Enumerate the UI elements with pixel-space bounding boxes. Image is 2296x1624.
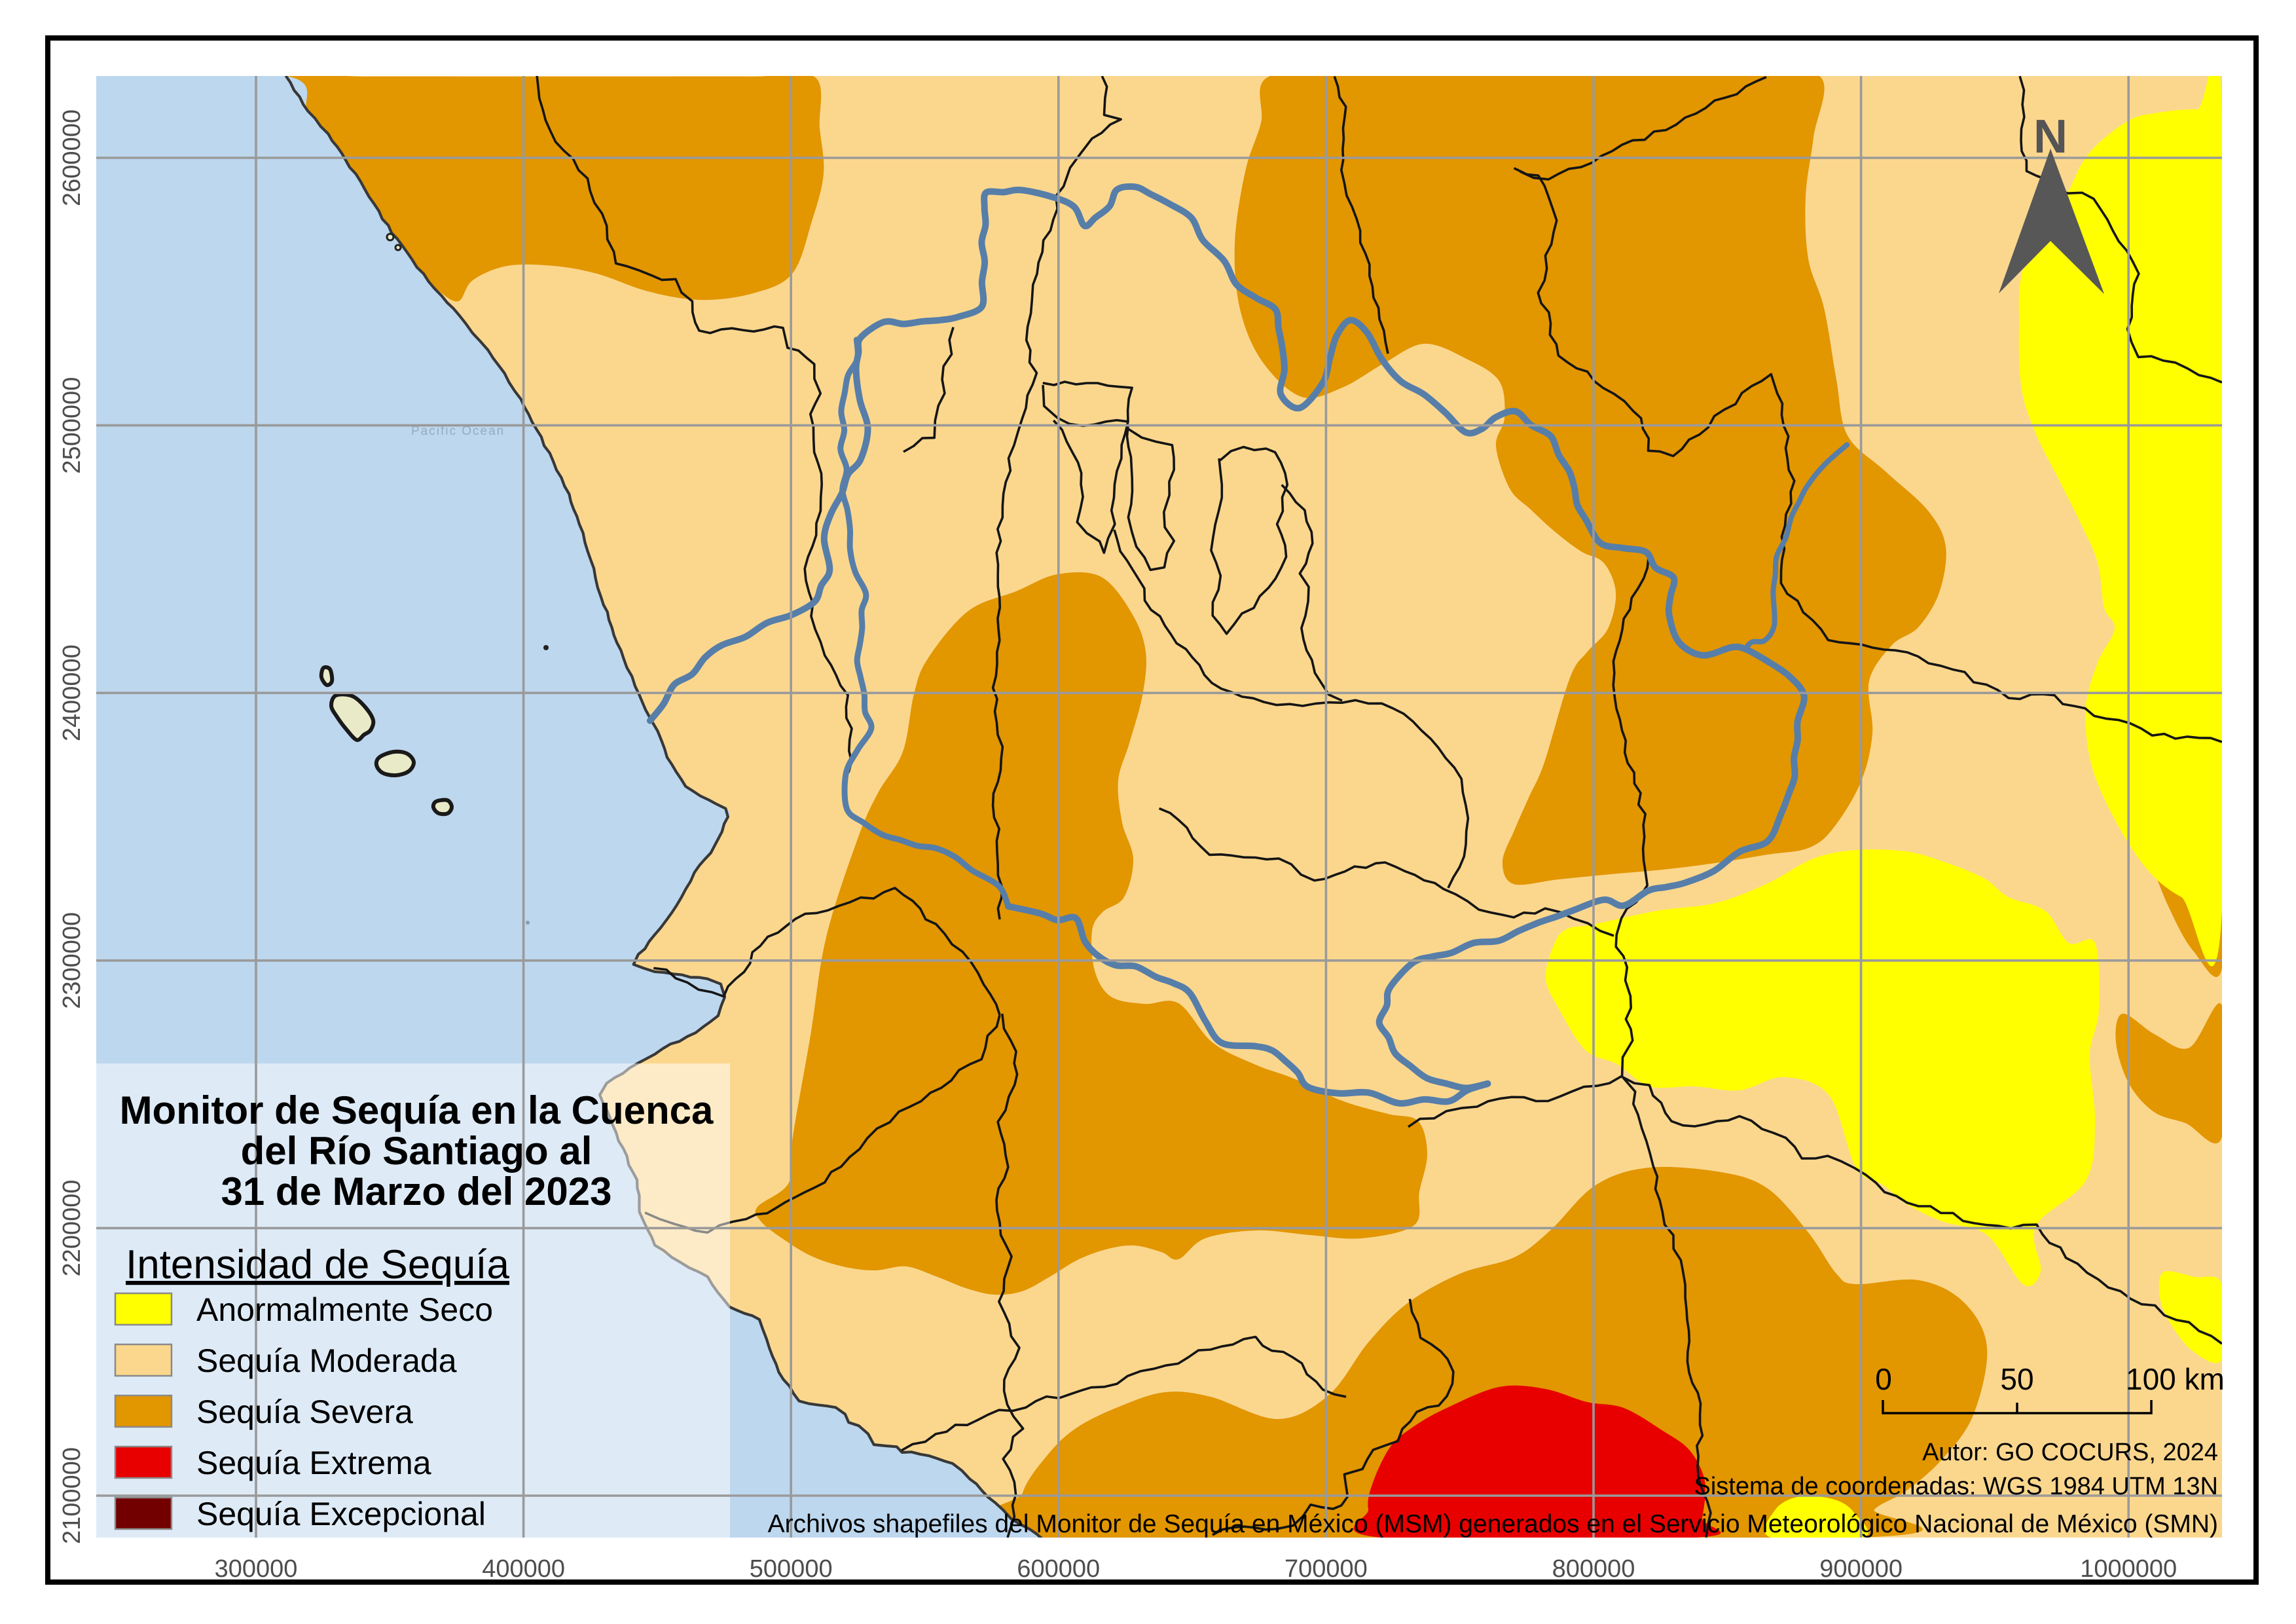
svg-text:2600000: 2600000 <box>58 109 86 206</box>
svg-text:600000: 600000 <box>1017 1555 1100 1583</box>
svg-text:900000: 900000 <box>1819 1555 1903 1583</box>
svg-text:2100000: 2100000 <box>58 1447 86 1544</box>
svg-text:2500000: 2500000 <box>58 377 86 474</box>
svg-text:400000: 400000 <box>482 1555 565 1583</box>
svg-text:1000000: 1000000 <box>2080 1555 2177 1583</box>
svg-text:50: 50 <box>2000 1362 2033 1396</box>
svg-text:2200000: 2200000 <box>58 1179 86 1276</box>
svg-text:Pacific Ocean: Pacific Ocean <box>411 424 505 438</box>
svg-text:2300000: 2300000 <box>58 912 86 1009</box>
svg-text:800000: 800000 <box>1552 1555 1635 1583</box>
svg-text:Archivos shapefiles del Monito: Archivos shapefiles del Monitor de Sequí… <box>768 1510 2218 1538</box>
svg-text:500000: 500000 <box>750 1555 833 1583</box>
svg-text:Sequía Moderada: Sequía Moderada <box>196 1342 457 1379</box>
svg-text:700000: 700000 <box>1285 1555 1368 1583</box>
svg-text:100 km: 100 km <box>2126 1362 2225 1396</box>
svg-text:Sequía Severa: Sequía Severa <box>196 1393 413 1430</box>
svg-text:2400000: 2400000 <box>58 644 86 741</box>
svg-text:del Río Santiago al: del Río Santiago al <box>241 1129 592 1173</box>
svg-text:Anormalmente Seco: Anormalmente Seco <box>196 1291 493 1328</box>
svg-text:0: 0 <box>1875 1362 1892 1396</box>
svg-text:Intensidad de Sequía: Intensidad de Sequía <box>126 1242 510 1287</box>
svg-text:31 de Marzo del 2023: 31 de Marzo del 2023 <box>221 1170 612 1213</box>
svg-text:Sistema de coordenadas: WGS 19: Sistema de coordenadas: WGS 1984 UTM 13N <box>1694 1473 2219 1500</box>
svg-text:Sequía Extrema: Sequía Extrema <box>196 1445 431 1481</box>
svg-text:Monitor de Sequía en la Cuenca: Monitor de Sequía en la Cuenca <box>120 1088 714 1132</box>
svg-text:Autor: GO COCURS, 2024: Autor: GO COCURS, 2024 <box>1922 1439 2218 1466</box>
svg-text:300000: 300000 <box>215 1555 298 1583</box>
svg-text:Sequía Excepcional: Sequía Excepcional <box>196 1496 486 1532</box>
